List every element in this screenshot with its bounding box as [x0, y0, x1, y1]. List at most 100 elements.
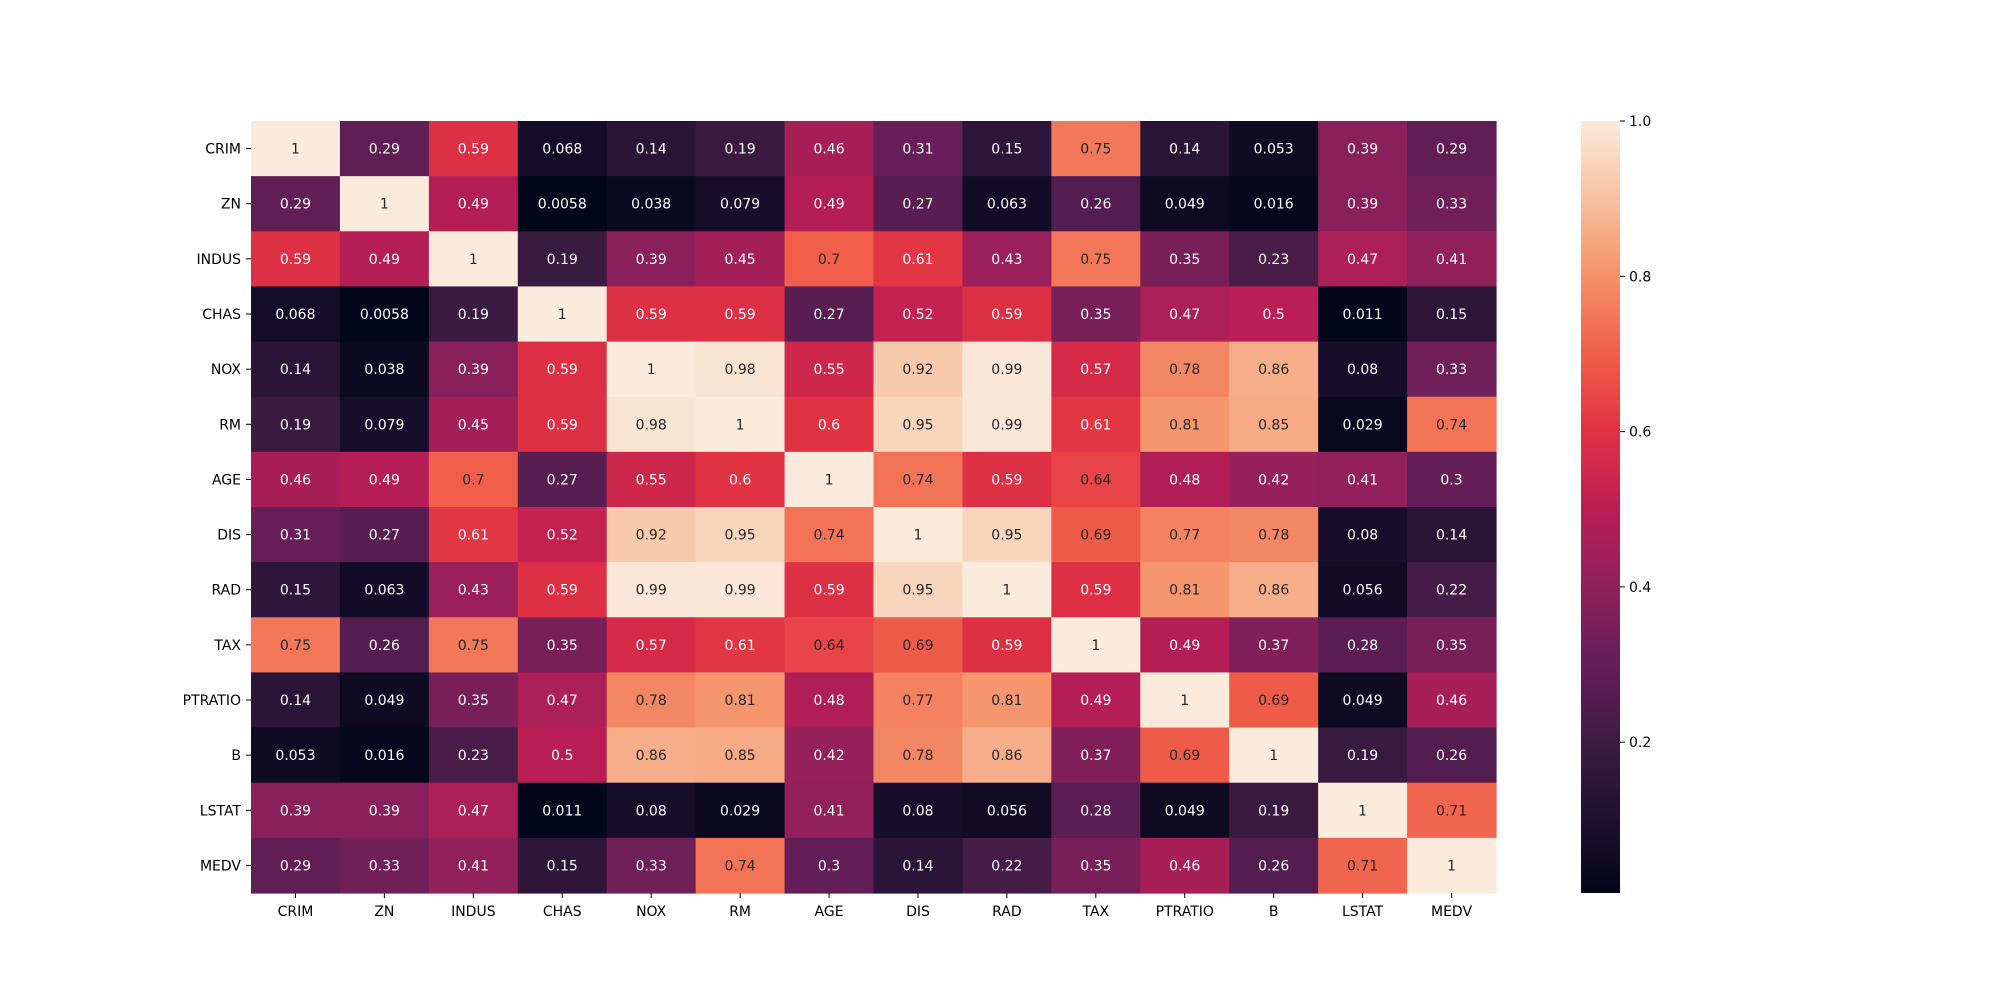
cell-value-label: 0.15 [280, 583, 311, 599]
heatmap-cell-tax-dis [873, 617, 964, 674]
heatmap-cell-indus-zn [339, 231, 430, 288]
heatmap-cell-indus-ptratio [1140, 231, 1230, 288]
heatmap-cell-chas-dis [873, 286, 964, 343]
heatmap-cell-rad-medv [1407, 562, 1497, 618]
y-tick-label-rm: RM [219, 417, 241, 433]
heatmap-cell-chas-tax [1051, 286, 1141, 343]
cell-value-label: 0.31 [280, 528, 311, 544]
cell-value-label: 0.59 [725, 307, 756, 323]
heatmap-cell-rm-crim [251, 396, 341, 453]
heatmap-cell-medv-zn [339, 837, 430, 894]
cell-value-label: 0.52 [902, 307, 933, 323]
heatmap-cell-rad-dis [873, 562, 964, 618]
cell-value-label: 0.86 [1258, 362, 1289, 378]
cell-value-label: 0.43 [991, 252, 1022, 268]
heatmap-cell-age-tax [1051, 451, 1141, 508]
heatmap-cell-chas-age [784, 286, 875, 343]
cell-value-label: 0.77 [1169, 528, 1200, 544]
heatmap-cell-crim-nox [606, 121, 697, 177]
cell-value-label: 0.78 [1169, 362, 1200, 378]
colorbar-gradient [1581, 121, 1620, 893]
heatmap-cell-nox-b [1229, 341, 1319, 398]
heatmap-cell-chas-ptratio [1140, 286, 1230, 343]
heatmap-cell-dis-rm [695, 507, 786, 563]
y-tick-label-nox: NOX [211, 362, 242, 378]
cell-value-label: 0.49 [1169, 638, 1200, 654]
heatmap-cell-indus-chas [517, 231, 608, 288]
cell-value-label: 0.038 [364, 362, 404, 378]
cell-value-label: 1 [825, 472, 834, 488]
cell-value-label: 0.81 [725, 693, 756, 709]
cell-value-label: 1 [647, 362, 656, 378]
cell-value-label: 0.59 [280, 252, 311, 268]
cell-value-label: 0.92 [636, 528, 667, 544]
heatmap-cell-medv-nox [606, 837, 697, 894]
heatmap-cell-age-lstat [1318, 451, 1408, 508]
cell-value-label: 0.52 [547, 528, 578, 544]
cell-value-label: 0.69 [902, 638, 933, 654]
x-tick-label-crim: CRIM [278, 904, 314, 920]
x-tick-label-rm: RM [729, 904, 751, 920]
cell-value-label: 1 [1002, 583, 1011, 599]
heatmap-cell-rad-rm [695, 562, 786, 618]
heatmap-cell-nox-tax [1051, 341, 1141, 398]
cell-value-label: 0.98 [725, 362, 756, 378]
colorbar-tick-label: 0.4 [1629, 580, 1651, 596]
cell-value-label: 0.26 [1258, 858, 1289, 874]
cell-value-label: 0.5 [1263, 307, 1285, 323]
heatmap-cell-rm-rad [962, 396, 1052, 453]
colorbar-tick-label: 0.6 [1629, 425, 1651, 441]
cell-value-label: 0.85 [1258, 417, 1289, 433]
cell-value-label: 0.81 [1169, 583, 1200, 599]
cell-value-label: 0.95 [725, 528, 756, 544]
heatmap-cell-zn-nox [606, 176, 697, 232]
heatmap-cell-b-zn [339, 727, 430, 784]
cell-value-label: 0.75 [280, 638, 311, 654]
cell-value-label: 0.35 [1169, 252, 1200, 268]
cell-value-label: 0.39 [1347, 197, 1378, 213]
cell-value-label: 0.038 [631, 197, 671, 213]
y-axis: CRIM ZN INDUS CHAS NOX RM AGE DIS RAD TAX PTRATIO B… [183, 142, 251, 874]
x-tick-label-ptratio: PTRATIO [1156, 904, 1214, 920]
cell-value-label: 1 [469, 252, 478, 268]
cell-value-label: 0.27 [902, 197, 933, 213]
heatmap-cell-rad-chas [517, 562, 608, 618]
cell-value-label: 0.14 [280, 362, 311, 378]
cell-value-label: 0.57 [636, 638, 667, 654]
cell-value-label: 0.48 [813, 693, 844, 709]
x-tick-label-age: AGE [815, 904, 844, 920]
cell-value-label: 0.28 [1080, 803, 1111, 819]
cell-value-label: 0.81 [1169, 417, 1200, 433]
cell-value-label: 0.71 [1347, 858, 1378, 874]
heatmap-cell-dis-tax [1051, 507, 1141, 563]
y-tick-label-chas: CHAS [202, 307, 241, 323]
heatmap-cell-rm-nox [606, 396, 697, 453]
cell-value-label: 0.86 [636, 748, 667, 764]
cell-value-label: 0.95 [991, 528, 1022, 544]
cell-value-label: 0.78 [636, 693, 667, 709]
cell-value-label: 0.95 [902, 417, 933, 433]
heatmap-cell-tax-rad [962, 617, 1052, 674]
heatmap-cell-dis-dis [873, 507, 964, 563]
heatmap-cell-tax-medv [1407, 617, 1497, 674]
heatmap-cell-tax-zn [339, 617, 430, 674]
heatmap-cell-b-rm [695, 727, 786, 784]
cell-value-label: 0.3 [1440, 472, 1462, 488]
x-tick-label-lstat: LSTAT [1342, 904, 1384, 920]
x-tick-label-tax: TAX [1082, 904, 1110, 920]
cell-value-label: 0.69 [1169, 748, 1200, 764]
heatmap-cell-rad-indus [428, 562, 519, 618]
x-tick-label-indus: INDUS [451, 904, 496, 920]
cell-value-label: 0.86 [1258, 583, 1289, 599]
heatmap-cell-b-chas [517, 727, 608, 784]
cell-value-label: 1 [1269, 748, 1278, 764]
heatmap-cell-nox-rad [962, 341, 1052, 398]
heatmap-cell-age-nox [606, 451, 697, 508]
heatmap-cell-dis-lstat [1318, 507, 1408, 563]
y-tick-label-ptratio: PTRATIO [183, 693, 241, 709]
heatmap-cell-lstat-nox [606, 782, 697, 839]
cell-value-label: 0.29 [280, 858, 311, 874]
heatmap-cell-age-dis [873, 451, 964, 508]
heatmap-cell-indus-tax [1051, 231, 1141, 288]
heatmap-cell-ptratio-crim [251, 672, 341, 729]
